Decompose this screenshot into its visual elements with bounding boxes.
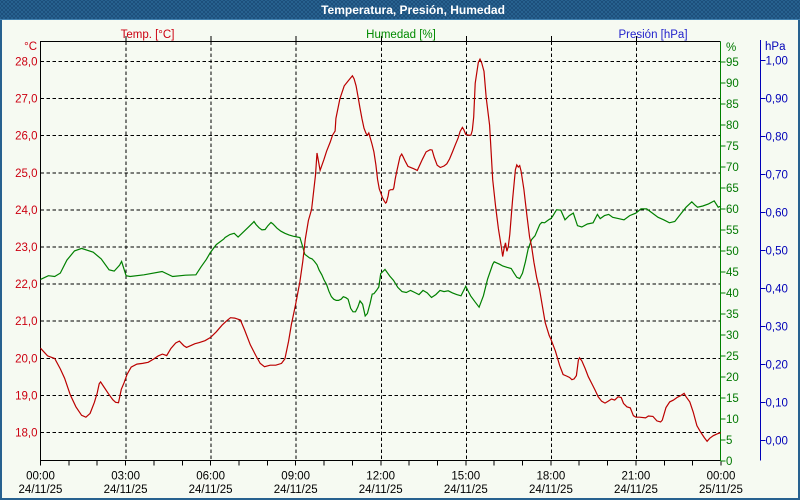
svg-text:0: 0 bbox=[726, 456, 732, 468]
svg-text:0,50: 0,50 bbox=[766, 246, 788, 258]
svg-text:18,0: 18,0 bbox=[15, 428, 37, 440]
svg-text:0,00: 0,00 bbox=[766, 436, 788, 448]
svg-text:24/11/25: 24/11/25 bbox=[274, 484, 318, 496]
svg-text:0,60: 0,60 bbox=[766, 208, 788, 220]
svg-text:25: 25 bbox=[726, 351, 739, 363]
svg-text:85: 85 bbox=[726, 99, 739, 111]
svg-text:65: 65 bbox=[726, 183, 739, 195]
svg-text:26,0: 26,0 bbox=[15, 131, 37, 143]
svg-text:27,0: 27,0 bbox=[15, 94, 37, 106]
svg-text:06:00: 06:00 bbox=[196, 471, 225, 483]
svg-text:%: % bbox=[726, 42, 736, 54]
svg-text:0,10: 0,10 bbox=[766, 398, 788, 410]
svg-text:75: 75 bbox=[726, 141, 739, 153]
svg-text:hPa: hPa bbox=[765, 41, 786, 53]
svg-text:10: 10 bbox=[726, 414, 739, 426]
svg-text:03:00: 03:00 bbox=[111, 471, 140, 483]
svg-text:15: 15 bbox=[726, 393, 739, 405]
svg-text:45: 45 bbox=[726, 267, 739, 279]
svg-text:Presión [hPa]: Presión [hPa] bbox=[618, 29, 687, 41]
svg-text:24/11/25: 24/11/25 bbox=[529, 484, 573, 496]
svg-text:24/11/25: 24/11/25 bbox=[444, 484, 488, 496]
svg-text:19,0: 19,0 bbox=[15, 390, 37, 402]
svg-text:25,0: 25,0 bbox=[15, 168, 37, 180]
svg-text:20,0: 20,0 bbox=[15, 353, 37, 365]
svg-text:80: 80 bbox=[726, 120, 739, 132]
svg-text:00:00: 00:00 bbox=[707, 471, 736, 483]
svg-text:24/11/25: 24/11/25 bbox=[104, 484, 148, 496]
svg-text:55: 55 bbox=[726, 225, 739, 237]
svg-text:15:00: 15:00 bbox=[451, 471, 480, 483]
svg-text:°C: °C bbox=[24, 41, 37, 53]
svg-text:0,30: 0,30 bbox=[766, 322, 788, 334]
svg-text:30: 30 bbox=[726, 330, 739, 342]
svg-text:35: 35 bbox=[726, 309, 739, 321]
svg-text:50: 50 bbox=[726, 246, 739, 258]
svg-text:0,70: 0,70 bbox=[766, 170, 788, 182]
svg-text:24/11/25: 24/11/25 bbox=[359, 484, 403, 496]
svg-text:0,90: 0,90 bbox=[766, 94, 788, 106]
svg-text:28,0: 28,0 bbox=[15, 57, 37, 69]
svg-text:21:00: 21:00 bbox=[622, 471, 651, 483]
svg-text:Temp. [°C]: Temp. [°C] bbox=[121, 29, 175, 41]
svg-text:12:00: 12:00 bbox=[366, 471, 395, 483]
svg-text:09:00: 09:00 bbox=[281, 471, 310, 483]
svg-text:Humedad [%]: Humedad [%] bbox=[366, 29, 436, 41]
svg-text:60: 60 bbox=[726, 204, 739, 216]
svg-text:24/11/25: 24/11/25 bbox=[19, 484, 63, 496]
svg-text:00:00: 00:00 bbox=[26, 471, 55, 483]
svg-text:25/11/25: 25/11/25 bbox=[699, 484, 743, 496]
svg-text:22,0: 22,0 bbox=[15, 279, 37, 291]
svg-text:90: 90 bbox=[726, 78, 739, 90]
svg-text:21,0: 21,0 bbox=[15, 316, 37, 328]
svg-text:1,00: 1,00 bbox=[766, 56, 788, 68]
svg-text:0,80: 0,80 bbox=[766, 132, 788, 144]
svg-text:20: 20 bbox=[726, 372, 739, 384]
svg-text:24,0: 24,0 bbox=[15, 205, 37, 217]
svg-text:24/11/25: 24/11/25 bbox=[189, 484, 233, 496]
svg-text:18:00: 18:00 bbox=[537, 471, 566, 483]
svg-text:70: 70 bbox=[726, 162, 739, 174]
svg-text:24/11/25: 24/11/25 bbox=[614, 484, 658, 496]
svg-text:0,40: 0,40 bbox=[766, 284, 788, 296]
svg-text:23,0: 23,0 bbox=[15, 242, 37, 254]
svg-text:0,20: 0,20 bbox=[766, 360, 788, 372]
svg-text:5: 5 bbox=[726, 435, 732, 447]
svg-text:40: 40 bbox=[726, 288, 739, 300]
svg-text:95: 95 bbox=[726, 57, 739, 69]
